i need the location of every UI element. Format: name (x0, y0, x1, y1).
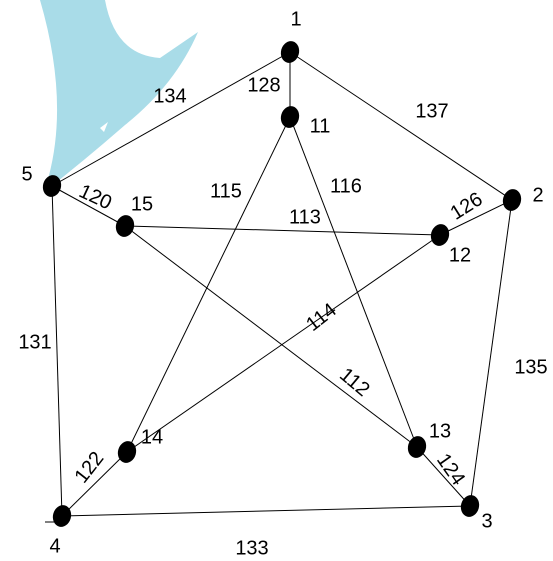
edge-label: 124 (432, 450, 469, 490)
edge-label: 131 (18, 331, 51, 353)
edge (125, 226, 417, 447)
node (278, 39, 301, 65)
edge-label: 115 (210, 180, 242, 202)
node (278, 104, 301, 130)
edge (127, 235, 440, 452)
node-label: 4 (49, 535, 60, 557)
node-label: 3 (481, 510, 492, 532)
edge (52, 186, 62, 516)
edge-label: 122 (70, 448, 108, 488)
node (113, 213, 136, 239)
edge-label: 126 (447, 188, 487, 224)
edge-label: 120 (76, 180, 116, 214)
edge-label: 114 (302, 299, 341, 336)
node-label: 13 (429, 420, 451, 442)
node-label: 1 (290, 8, 301, 30)
edge-label: 116 (330, 175, 362, 197)
graph-diagram: 1281341371201131261311351331151161141121… (0, 0, 553, 561)
edge (127, 117, 290, 452)
edge (470, 200, 512, 506)
node (500, 187, 523, 213)
node-label: 15 (131, 193, 153, 215)
node-label: 11 (310, 115, 331, 137)
node-label: 5 (21, 163, 32, 185)
edge (62, 506, 470, 516)
edge (290, 117, 417, 447)
node (50, 503, 73, 529)
edge-label: 128 (247, 74, 280, 96)
node-label: 12 (449, 244, 471, 266)
node (115, 439, 138, 465)
edge-label: 134 (153, 85, 186, 107)
node-label: 2 (532, 184, 543, 206)
node-label: 14 (141, 426, 163, 448)
edge (125, 226, 440, 235)
edge-label: 113 (289, 206, 321, 228)
edge-label: 135 (514, 356, 547, 378)
edge-label: 112 (335, 364, 374, 401)
edge-label: 137 (415, 100, 448, 122)
edge-label: 133 (235, 537, 268, 559)
